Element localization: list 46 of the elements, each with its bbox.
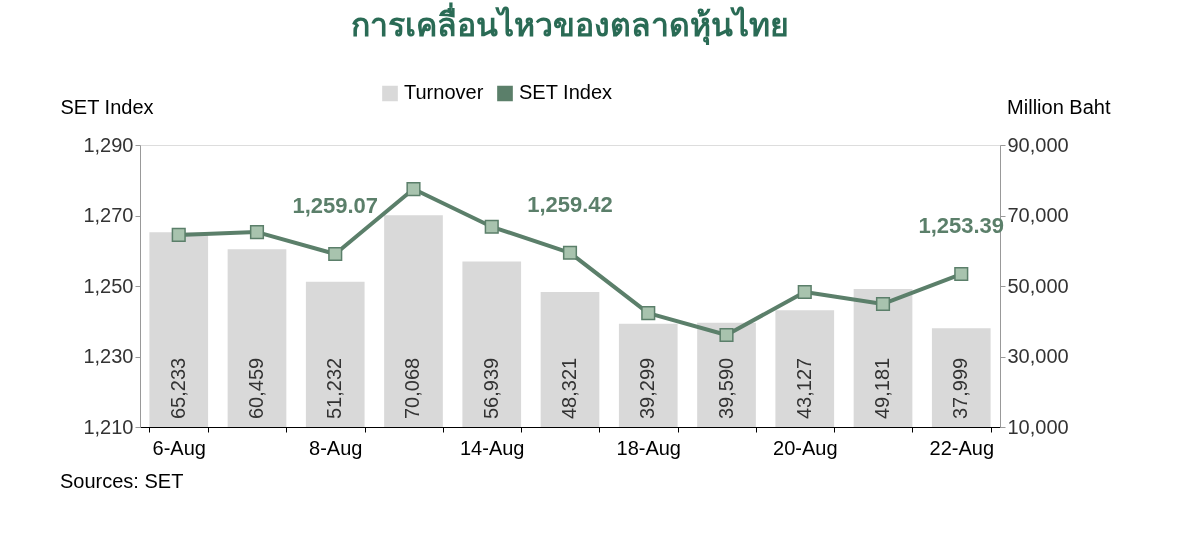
data-label: 39,299 — [636, 357, 659, 419]
point — [562, 245, 578, 260]
data-label: 39,590 — [714, 357, 737, 419]
data-label: 43,127 — [792, 357, 815, 419]
legend-label: SET Index — [519, 81, 613, 104]
point — [171, 227, 186, 242]
chart-title: การเคลื่อนไหวของตลาดหุ้นไทย — [351, 2, 789, 46]
data-label: 60,459 — [244, 357, 267, 419]
point — [249, 224, 265, 240]
data-label: 1,259.07 — [292, 193, 379, 219]
data-label: 70,068 — [401, 357, 424, 419]
x-tick-label: 8-Aug — [309, 436, 363, 459]
y2-tick-label: 30,000 — [1007, 345, 1069, 367]
y-tick-label: 1,230 — [83, 345, 134, 367]
data-label: 1,259.42 — [527, 191, 613, 217]
point — [797, 284, 812, 300]
data-label: 51,232 — [323, 357, 346, 419]
y-axis-title: SET Index — [60, 95, 154, 118]
point — [406, 181, 421, 197]
point — [328, 246, 343, 262]
point — [641, 306, 656, 321]
data-label: 49,181 — [871, 357, 894, 419]
y-tick-label: 1,270 — [83, 204, 134, 226]
x-tick-label: 20-Aug — [773, 436, 838, 459]
x-tick-label: 22-Aug — [929, 436, 995, 459]
data-label: 37,999 — [949, 357, 972, 419]
x-tick-label: 18-Aug — [616, 436, 681, 459]
point — [719, 327, 734, 343]
data-label: 56,939 — [479, 357, 502, 419]
y-tick-label: 1,290 — [83, 133, 134, 156]
point — [484, 219, 499, 234]
legend-label: Turnover — [404, 81, 484, 104]
source-note: Sources: SET — [60, 470, 184, 492]
y2-axis-title: Million Baht — [1007, 95, 1111, 118]
y2-tick-label: 90,000 — [1007, 133, 1069, 156]
y2-tick-label: 50,000 — [1007, 274, 1069, 297]
y-tick-label: 1,250 — [83, 274, 134, 297]
point — [954, 266, 969, 282]
point — [875, 296, 891, 312]
data-label: 65,233 — [166, 357, 189, 419]
x-tick-label: 6-Aug — [152, 436, 206, 459]
y-tick-label: 1,210 — [83, 415, 134, 438]
y2-tick-label: 70,000 — [1007, 204, 1069, 226]
x-tick-label: 14-Aug — [460, 436, 525, 459]
data-label: 48,321 — [558, 357, 580, 419]
y2-tick-label: 10,000 — [1007, 415, 1069, 438]
